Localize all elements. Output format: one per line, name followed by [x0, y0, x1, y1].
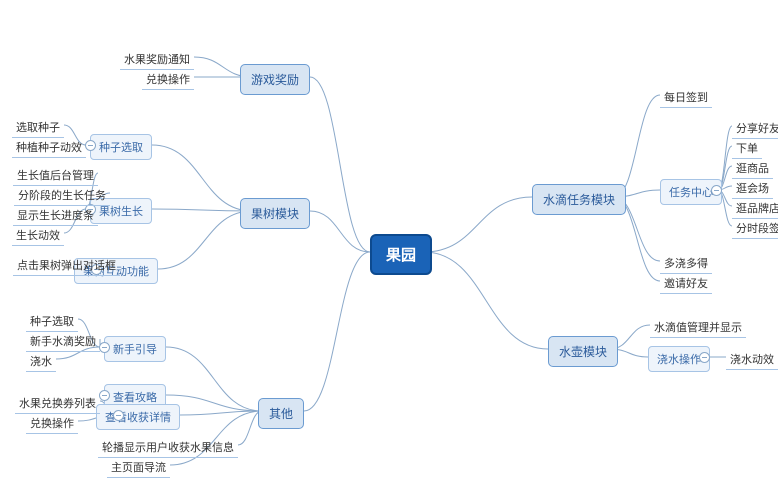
leaf-选取种子: 选取种子: [12, 118, 64, 138]
expand-toggle[interactable]: [711, 185, 722, 196]
node-水果奖励通知: 水果奖励通知: [120, 50, 194, 70]
expand-toggle[interactable]: [99, 390, 110, 401]
leaf-逛品牌店: 逛品牌店: [732, 199, 778, 219]
branch-game-reward: 游戏奖励: [240, 64, 310, 95]
node-水滴值管理并显示: 水滴值管理并显示: [650, 318, 746, 338]
leaf-分享好友: 分享好友: [732, 119, 778, 139]
leaf-逛商品: 逛商品: [732, 159, 773, 179]
leaf-点击果树弹出对话框: 点击果树弹出对话框: [13, 256, 120, 276]
branch-water-task: 水滴任务模块: [532, 184, 626, 215]
leaf-分阶段的生长任务: 分阶段的生长任务: [14, 186, 110, 206]
leaf-生长值后台管理: 生长值后台管理: [13, 166, 98, 186]
leaf-显示生长进度条: 显示生长进度条: [13, 206, 98, 226]
leaf-生长动效: 生长动效: [12, 226, 64, 246]
leaf-逛会场: 逛会场: [732, 179, 773, 199]
branch-other: 其他: [258, 398, 304, 429]
expand-toggle[interactable]: [85, 140, 96, 151]
branch-tree-module: 果树模块: [240, 198, 310, 229]
root-node: 果园: [370, 234, 432, 275]
expand-toggle[interactable]: [113, 410, 124, 421]
node-多浇多得: 多浇多得: [660, 254, 712, 274]
leaf-浇水动效: 浇水动效: [726, 350, 778, 370]
node-轮播显示用户收获水果信息: 轮播显示用户收获水果信息: [98, 438, 238, 458]
leaf-下单: 下单: [732, 139, 762, 159]
node-查看收获详情: 查看收获详情: [96, 404, 180, 430]
leaf-新手水滴奖励: 新手水滴奖励: [26, 332, 100, 352]
node-主页面导流: 主页面导流: [107, 458, 170, 478]
leaf-兑换操作: 兑换操作: [26, 414, 78, 434]
expand-toggle[interactable]: [99, 342, 110, 353]
node-兑换操作: 兑换操作: [142, 70, 194, 90]
node-种子选取: 种子选取: [90, 134, 152, 160]
leaf-分时段签到: 分时段签到: [732, 219, 778, 239]
leaf-种子选取: 种子选取: [26, 312, 78, 332]
node-每日签到: 每日签到: [660, 88, 712, 108]
node-新手引导: 新手引导: [104, 336, 166, 362]
leaf-种植种子动效: 种植种子动效: [12, 138, 86, 158]
node-邀请好友: 邀请好友: [660, 274, 712, 294]
branch-kettle: 水壶模块: [548, 336, 618, 367]
leaf-浇水: 浇水: [26, 352, 56, 372]
expand-toggle[interactable]: [699, 352, 710, 363]
leaf-水果兑换券列表: 水果兑换券列表: [15, 394, 100, 414]
